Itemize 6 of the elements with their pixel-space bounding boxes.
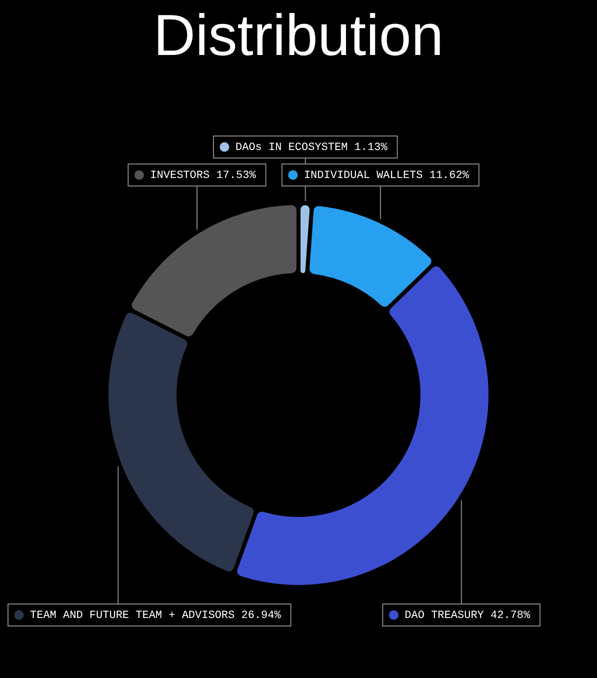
legend-label: INVESTORS 17.53% — [150, 170, 256, 182]
legend-label: INDIVIDUAL WALLETS 11.62% — [304, 170, 470, 182]
legend-label: DAO TREASURY 42.78% — [404, 610, 530, 622]
legend-label: TEAM AND FUTURE TEAM + ADVISORS 26.94% — [30, 610, 282, 622]
chart-title: Distribution — [153, 3, 444, 68]
legend-label: DAOs IN ECOSYSTEM 1.13% — [235, 142, 388, 154]
